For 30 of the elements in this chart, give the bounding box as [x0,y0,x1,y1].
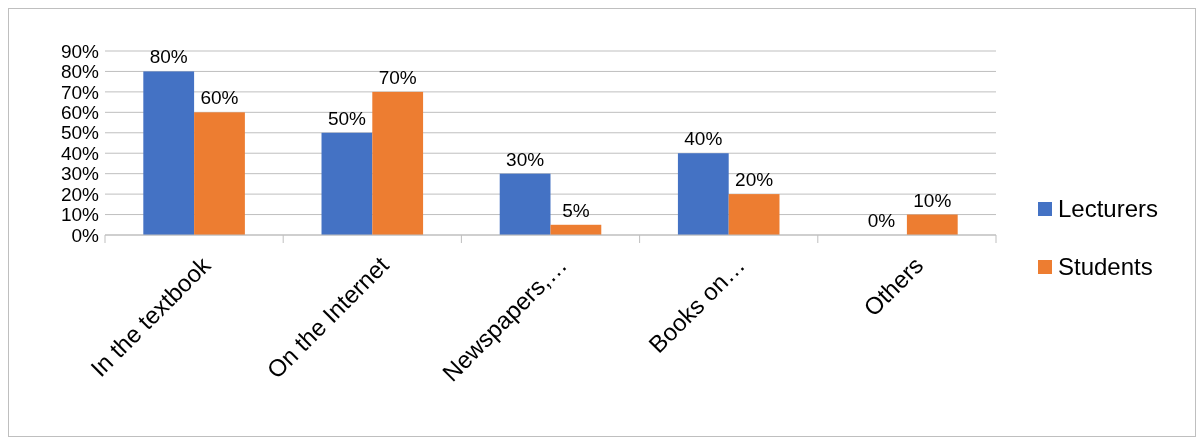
bar [906,214,958,235]
bar [728,194,780,235]
y-tick-label: 80% [60,61,100,83]
bar [677,153,729,235]
legend-label: Lecturers [1058,195,1159,223]
y-tick-label: 50% [60,122,100,144]
y-tick-label: 30% [60,163,100,185]
data-label: 60% [200,87,239,109]
legend-label: Students [1058,253,1153,281]
bar [143,71,195,235]
data-label: 5% [562,199,590,221]
y-tick-label: 70% [60,81,100,103]
bar [372,91,424,235]
y-tick-label: 90% [60,40,100,62]
y-tick-label: 60% [60,101,100,123]
bar [499,173,551,235]
bar [321,132,373,235]
data-label: 80% [149,46,188,68]
bar [194,112,245,235]
data-label: 40% [684,128,723,150]
y-tick-label: 40% [60,142,100,164]
y-tick-label: 20% [60,183,100,205]
data-label: 20% [735,169,774,191]
data-label: 70% [378,66,417,88]
y-tick-label: 0% [71,224,100,246]
y-tick-label: 10% [60,204,100,226]
data-label: 10% [913,189,952,211]
data-label: 30% [506,148,545,170]
data-label: 0% [867,210,896,231]
data-label: 50% [327,107,367,129]
